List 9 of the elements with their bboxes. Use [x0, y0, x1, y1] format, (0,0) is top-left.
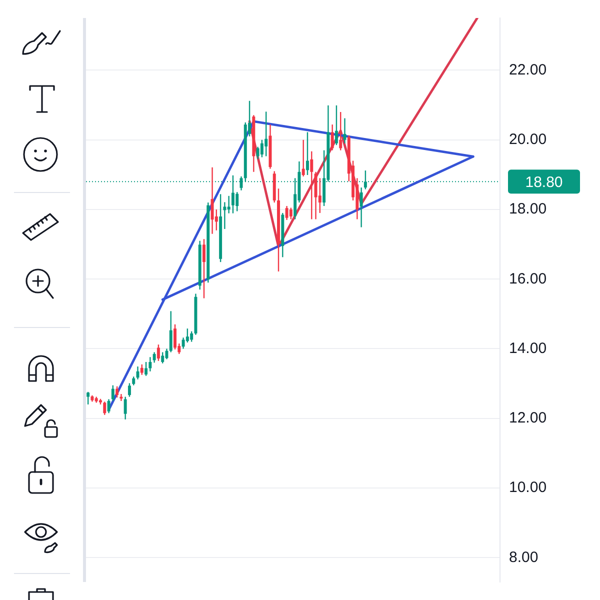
y-tick-label: 18.00 [509, 200, 547, 218]
y-tick-label: 10.00 [509, 479, 547, 496]
ref-line-label: 18.80 [525, 174, 563, 191]
y-tick-label: 12.00 [509, 410, 547, 427]
y-tick-label: 20.00 [509, 130, 547, 148]
y-tick-label: 14.00 [509, 340, 547, 357]
y-tick-label: 8.00 [509, 548, 538, 566]
y-tick-label: 16.00 [509, 270, 547, 288]
y-tick-label: 22.00 [509, 61, 547, 78]
